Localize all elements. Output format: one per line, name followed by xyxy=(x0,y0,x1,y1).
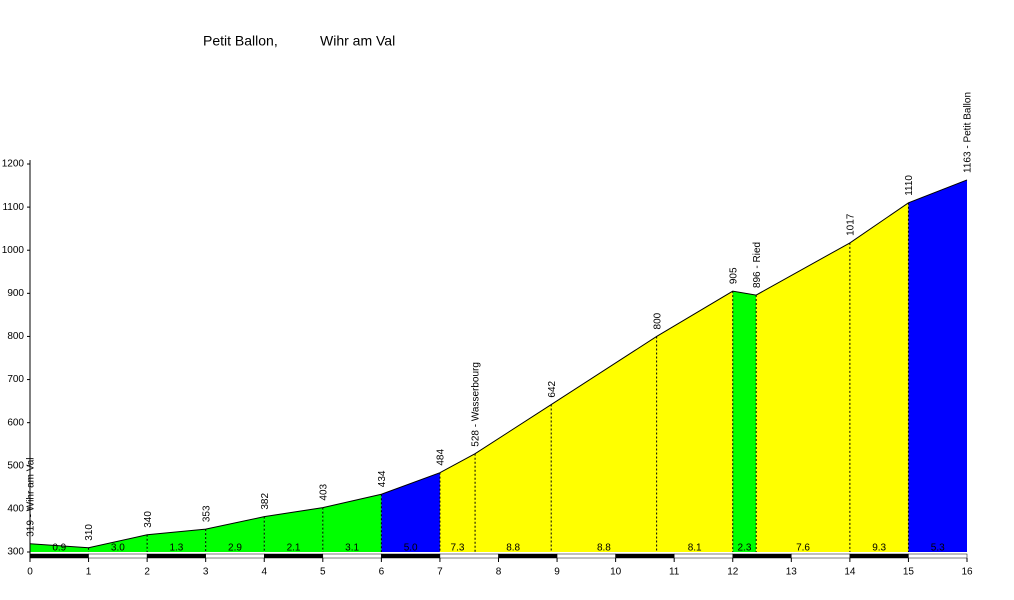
gradient-label: 3.1 xyxy=(345,543,359,554)
x-tick-label: 2 xyxy=(144,567,150,578)
gradient-label: 9.3 xyxy=(872,543,886,554)
x-tick-label: 8 xyxy=(496,567,502,578)
gradient-segment xyxy=(908,179,967,552)
point-label: 800 xyxy=(652,312,663,329)
km-band xyxy=(791,553,851,559)
point-label: 484 xyxy=(436,449,447,466)
km-band xyxy=(381,553,441,559)
y-tick-label: 1100 xyxy=(2,202,24,213)
point-label: 434 xyxy=(377,470,388,487)
km-band xyxy=(439,553,499,559)
point-label: 642 xyxy=(547,380,558,397)
gradient-segment xyxy=(439,453,476,552)
point-label: 1163 - Petit Ballon xyxy=(963,92,974,173)
point-label: 382 xyxy=(260,493,271,510)
x-tick-label: 0 xyxy=(27,567,33,578)
km-band xyxy=(322,553,382,559)
point-label: 896 - Ried xyxy=(752,242,763,288)
gradient-label: 8.1 xyxy=(688,543,702,554)
x-tick-label: 12 xyxy=(727,567,739,578)
x-tick-label: 1 xyxy=(86,567,92,578)
y-tick-label: 1200 xyxy=(2,159,25,170)
point-label: 403 xyxy=(318,483,329,500)
x-tick-label: 16 xyxy=(961,567,973,578)
x-tick-label: 14 xyxy=(844,567,856,578)
km-band xyxy=(29,553,89,559)
gradient-label: 2.1 xyxy=(287,543,301,554)
y-tick-label: 400 xyxy=(7,504,24,515)
point-label: 319 - Wihr am Val xyxy=(26,458,37,537)
y-tick-label: 900 xyxy=(7,288,24,299)
chart-subtitle: Wihr am Val xyxy=(320,33,395,49)
chart-title: Petit Ballon, xyxy=(203,33,278,49)
km-band xyxy=(556,553,616,559)
km-band xyxy=(498,553,558,559)
point-label: 905 xyxy=(728,267,739,284)
gradient-segment xyxy=(264,507,323,552)
km-band xyxy=(908,553,968,559)
x-tick-label: 4 xyxy=(261,567,267,578)
gradient-segment xyxy=(732,291,757,552)
gradient-label: 8.8 xyxy=(506,543,520,554)
gradient-label: 2.3 xyxy=(738,543,752,554)
x-tick-label: 6 xyxy=(379,567,385,578)
gradient-label: 2.9 xyxy=(228,543,242,554)
x-tick-label: 7 xyxy=(437,567,443,578)
km-band xyxy=(264,553,324,559)
y-tick-label: 800 xyxy=(7,331,24,342)
point-label: 1110 xyxy=(904,175,915,196)
point-label: 340 xyxy=(143,511,154,528)
gradient-label: 5.3 xyxy=(931,543,945,554)
gradient-label: 0.9 xyxy=(52,543,66,554)
gradient-segment xyxy=(656,291,733,552)
gradient-label: 7.6 xyxy=(796,543,810,554)
x-tick-label: 13 xyxy=(786,567,798,578)
point-label: 310 xyxy=(84,524,95,541)
x-tick-label: 15 xyxy=(903,567,915,578)
gradient-segment xyxy=(756,242,850,553)
x-tick-label: 11 xyxy=(669,567,680,578)
km-band xyxy=(146,553,206,559)
km-band xyxy=(615,553,675,559)
gradient-segment xyxy=(88,534,148,552)
gradient-segment xyxy=(849,202,909,553)
x-tick-label: 3 xyxy=(203,567,209,578)
y-tick-label: 700 xyxy=(7,374,24,385)
y-tick-label: 500 xyxy=(7,460,24,471)
gradient-segment xyxy=(147,529,206,552)
gradient-label: 8.8 xyxy=(597,543,611,554)
x-tick-label: 9 xyxy=(554,567,560,578)
gradient-segment xyxy=(322,494,382,552)
gradient-segment xyxy=(381,472,440,552)
gradient-label: 3.0 xyxy=(111,543,125,554)
gradient-label: 5.0 xyxy=(404,543,418,554)
x-tick-label: 10 xyxy=(610,567,622,578)
km-band xyxy=(205,553,265,559)
point-label: 1017 xyxy=(846,213,857,236)
km-band xyxy=(732,553,792,559)
gradient-label: 1.3 xyxy=(169,543,183,554)
gradient-segment xyxy=(551,336,657,552)
km-band xyxy=(673,553,733,559)
y-tick-label: 1000 xyxy=(2,245,25,256)
y-tick-label: 300 xyxy=(7,547,24,558)
km-band xyxy=(849,553,909,559)
point-label: 528 - Wasserbourg xyxy=(471,362,482,447)
profile-line xyxy=(29,179,968,549)
x-tick-label: 5 xyxy=(320,567,326,578)
point-label: 353 xyxy=(201,505,212,522)
gradient-segment xyxy=(205,516,265,552)
gradient-segment xyxy=(30,543,89,552)
km-band xyxy=(88,553,148,559)
gradient-segment xyxy=(475,404,552,552)
y-tick-label: 600 xyxy=(7,417,24,428)
gradient-label: 7.3 xyxy=(451,543,465,554)
